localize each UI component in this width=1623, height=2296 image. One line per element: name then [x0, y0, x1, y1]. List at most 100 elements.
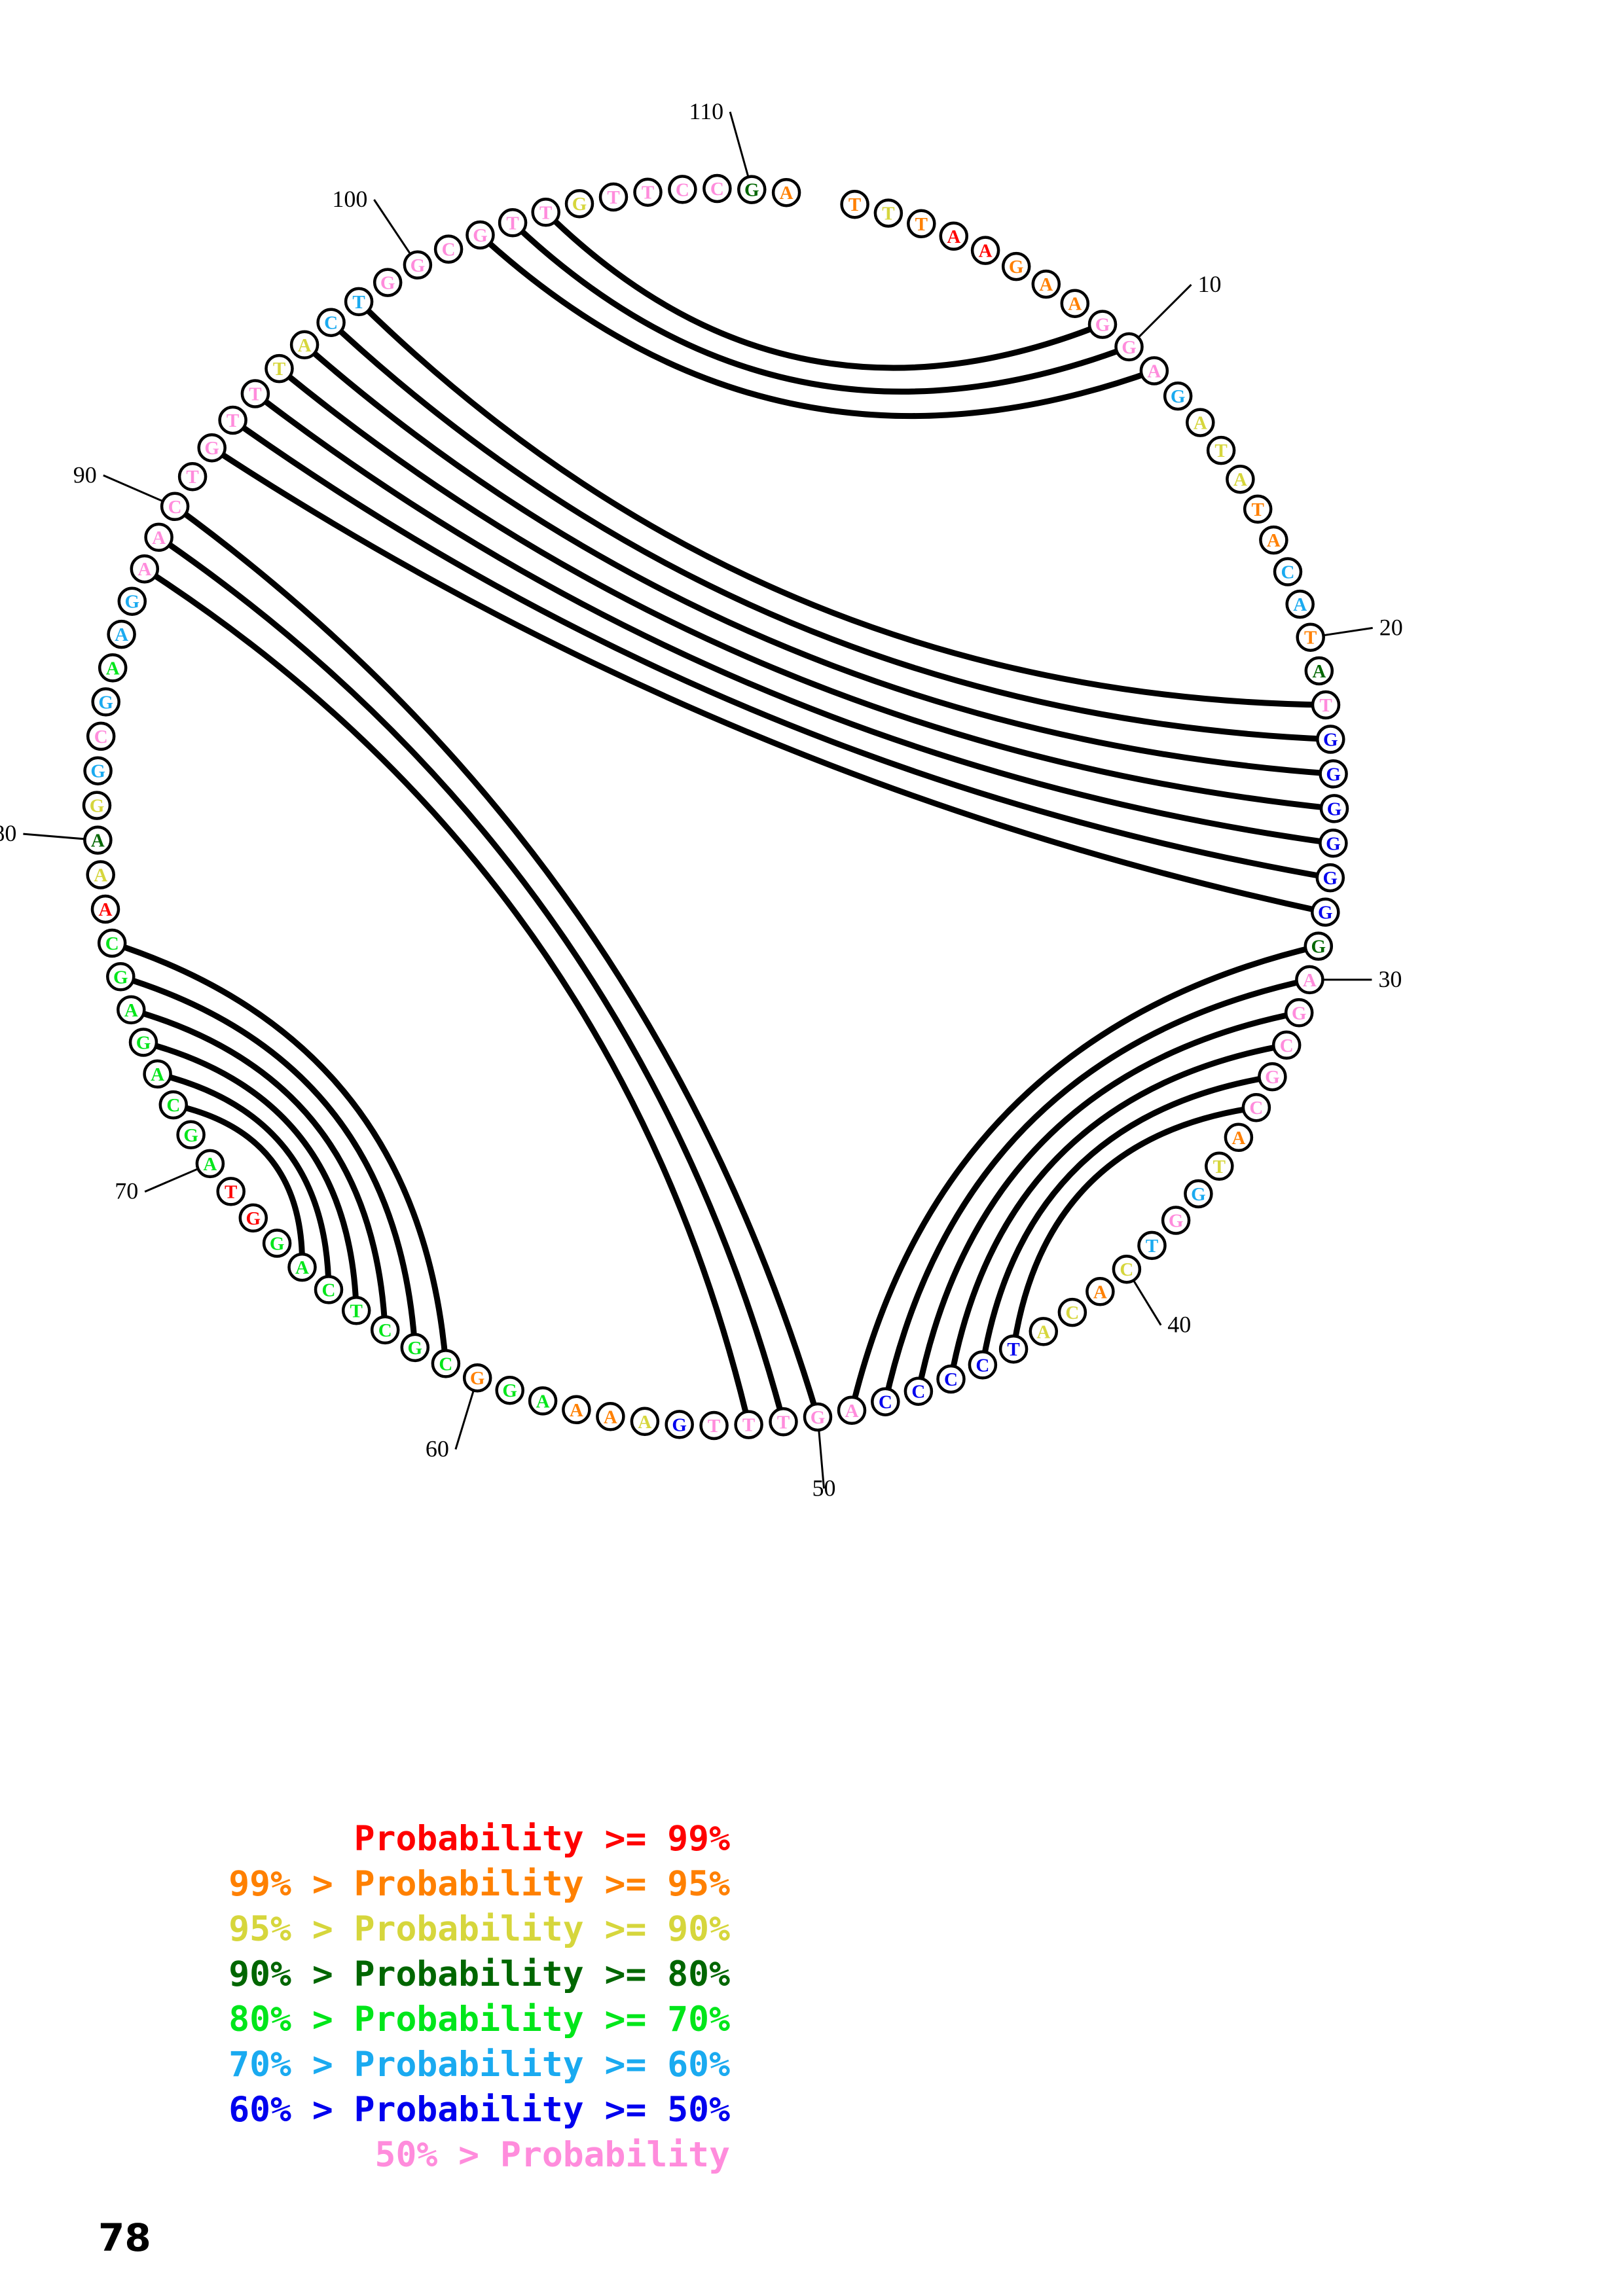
- nucleotide-node[interactable]: A: [130, 554, 160, 584]
- nucleotide-node[interactable]: T: [840, 189, 869, 219]
- nucleotide-node[interactable]: C: [160, 492, 190, 522]
- nucleotide-node[interactable]: C: [97, 928, 127, 958]
- nucleotide-node[interactable]: G: [82, 791, 112, 820]
- nucleotide-node[interactable]: C: [1273, 557, 1303, 586]
- nucleotide-node[interactable]: T: [177, 461, 208, 492]
- nucleotide-node[interactable]: T: [907, 209, 936, 239]
- nucleotide-node[interactable]: G: [737, 175, 767, 204]
- nucleotide-node[interactable]: A: [83, 825, 113, 855]
- nucleotide-node[interactable]: T: [998, 1334, 1029, 1364]
- nucleotide-node[interactable]: A: [630, 1407, 660, 1437]
- nucleotide-node[interactable]: T: [344, 287, 374, 317]
- nucleotide-node[interactable]: G: [403, 250, 433, 280]
- nucleotide-node[interactable]: C: [968, 1350, 998, 1380]
- nucleotide-node[interactable]: T: [734, 1410, 763, 1439]
- nucleotide-node[interactable]: T: [216, 1177, 246, 1206]
- nucleotide-node[interactable]: G: [803, 1402, 833, 1432]
- nucleotide-node[interactable]: A: [90, 894, 120, 924]
- nucleotide-node[interactable]: C: [158, 1090, 189, 1120]
- nucleotide-node[interactable]: C: [433, 234, 464, 264]
- nucleotide-node[interactable]: C: [871, 1387, 900, 1416]
- nucleotide-node[interactable]: G: [665, 1410, 694, 1439]
- nucleotide-node[interactable]: T: [699, 1410, 729, 1441]
- nucleotide-node[interactable]: G: [1319, 759, 1348, 789]
- nucleotide-node[interactable]: A: [1031, 269, 1061, 299]
- nucleotide-node[interactable]: G: [106, 962, 136, 992]
- nucleotide-node[interactable]: C: [1057, 1297, 1087, 1327]
- nucleotide-node[interactable]: A: [771, 177, 801, 207]
- nucleotide-node[interactable]: T: [531, 198, 560, 227]
- nucleotide-node[interactable]: T: [218, 405, 247, 435]
- nucleotide-node[interactable]: A: [1285, 589, 1315, 619]
- nucleotide-node[interactable]: C: [903, 1376, 934, 1406]
- nucleotide-node[interactable]: C: [314, 1275, 344, 1304]
- nucleotide-node[interactable]: G: [1319, 829, 1348, 858]
- nucleotide-node[interactable]: A: [107, 619, 136, 649]
- nucleotide-node[interactable]: A: [117, 995, 146, 1025]
- nucleotide-node[interactable]: A: [144, 522, 173, 552]
- nucleotide-node[interactable]: G: [262, 1229, 292, 1258]
- nucleotide-node[interactable]: T: [1206, 435, 1236, 465]
- nucleotide-node[interactable]: A: [970, 236, 1000, 265]
- nucleotide-node[interactable]: T: [1137, 1230, 1167, 1261]
- nucleotide-node[interactable]: G: [83, 756, 113, 785]
- nucleotide-node[interactable]: G: [1319, 794, 1349, 823]
- nucleotide-node[interactable]: G: [197, 433, 227, 463]
- nucleotide-node[interactable]: G: [1311, 897, 1340, 927]
- nucleotide-node[interactable]: T: [240, 379, 270, 408]
- nucleotide-node[interactable]: G: [91, 687, 120, 717]
- nucleotide-node[interactable]: A: [1186, 408, 1215, 437]
- nucleotide-node[interactable]: C: [668, 175, 697, 204]
- nucleotide-node[interactable]: C: [316, 308, 346, 337]
- nucleotide-node[interactable]: T: [633, 177, 663, 207]
- nucleotide-node[interactable]: G: [1284, 998, 1314, 1028]
- nucleotide-node[interactable]: A: [562, 1395, 591, 1425]
- nucleotide-node[interactable]: A: [1139, 356, 1169, 386]
- nucleotide-node[interactable]: G: [373, 268, 403, 297]
- nucleotide-node[interactable]: A: [1304, 656, 1334, 686]
- nucleotide-node[interactable]: C: [1241, 1092, 1271, 1122]
- nucleotide-node[interactable]: T: [873, 198, 903, 228]
- nucleotide-node[interactable]: G: [400, 1333, 430, 1363]
- nucleotide-node[interactable]: T: [598, 182, 629, 212]
- nucleotide-node[interactable]: G: [1258, 1062, 1287, 1092]
- nucleotide-node[interactable]: G: [117, 586, 147, 616]
- nucleotide-node[interactable]: C: [86, 721, 116, 751]
- nucleotide-node[interactable]: A: [1085, 1277, 1115, 1306]
- nucleotide-node[interactable]: C: [431, 1349, 461, 1378]
- nucleotide-node[interactable]: G: [1001, 251, 1031, 281]
- nucleotide-node[interactable]: G: [1315, 863, 1345, 893]
- nucleotide-node[interactable]: T: [1311, 690, 1341, 720]
- nucleotide-node[interactable]: T: [769, 1407, 798, 1437]
- nucleotide-node[interactable]: A: [143, 1059, 172, 1089]
- nucleotide-node[interactable]: G: [128, 1028, 158, 1057]
- nucleotide-node[interactable]: T: [498, 208, 528, 238]
- nucleotide-node[interactable]: G: [1163, 381, 1193, 411]
- nucleotide-node[interactable]: G: [1087, 310, 1118, 339]
- nucleotide-node[interactable]: G: [1304, 931, 1334, 961]
- nucleotide-node[interactable]: A: [596, 1402, 625, 1431]
- nucleotide-node[interactable]: G: [1316, 725, 1345, 754]
- nucleotide-node[interactable]: A: [287, 1252, 317, 1282]
- nucleotide-node[interactable]: C: [936, 1364, 966, 1394]
- nucleotide-node[interactable]: A: [939, 221, 969, 251]
- nucleotide-node[interactable]: A: [1029, 1317, 1059, 1346]
- nucleotide-node[interactable]: T: [341, 1296, 371, 1325]
- nucleotide-node[interactable]: T: [1296, 622, 1325, 652]
- nucleotide-node[interactable]: A: [1060, 289, 1090, 318]
- nucleotide-node[interactable]: C: [370, 1315, 400, 1345]
- nucleotide-node[interactable]: C: [1112, 1254, 1142, 1284]
- nucleotide-node[interactable]: A: [528, 1386, 558, 1416]
- nucleotide-node[interactable]: A: [98, 653, 128, 683]
- nucleotide-node[interactable]: A: [1295, 965, 1324, 995]
- nucleotide-node[interactable]: T: [1243, 494, 1273, 524]
- nucleotide-node[interactable]: C: [702, 173, 732, 204]
- nucleotide-node[interactable]: G: [564, 188, 594, 219]
- nucleotide-node[interactable]: G: [465, 220, 495, 250]
- nucleotide-node[interactable]: A: [1224, 1122, 1254, 1153]
- nucleotide-node[interactable]: A: [289, 330, 319, 360]
- nucleotide-node[interactable]: G: [462, 1363, 492, 1393]
- nucleotide-node[interactable]: A: [86, 860, 115, 889]
- nucleotide-node[interactable]: G: [176, 1120, 206, 1150]
- nucleotide-node[interactable]: T: [1205, 1151, 1234, 1181]
